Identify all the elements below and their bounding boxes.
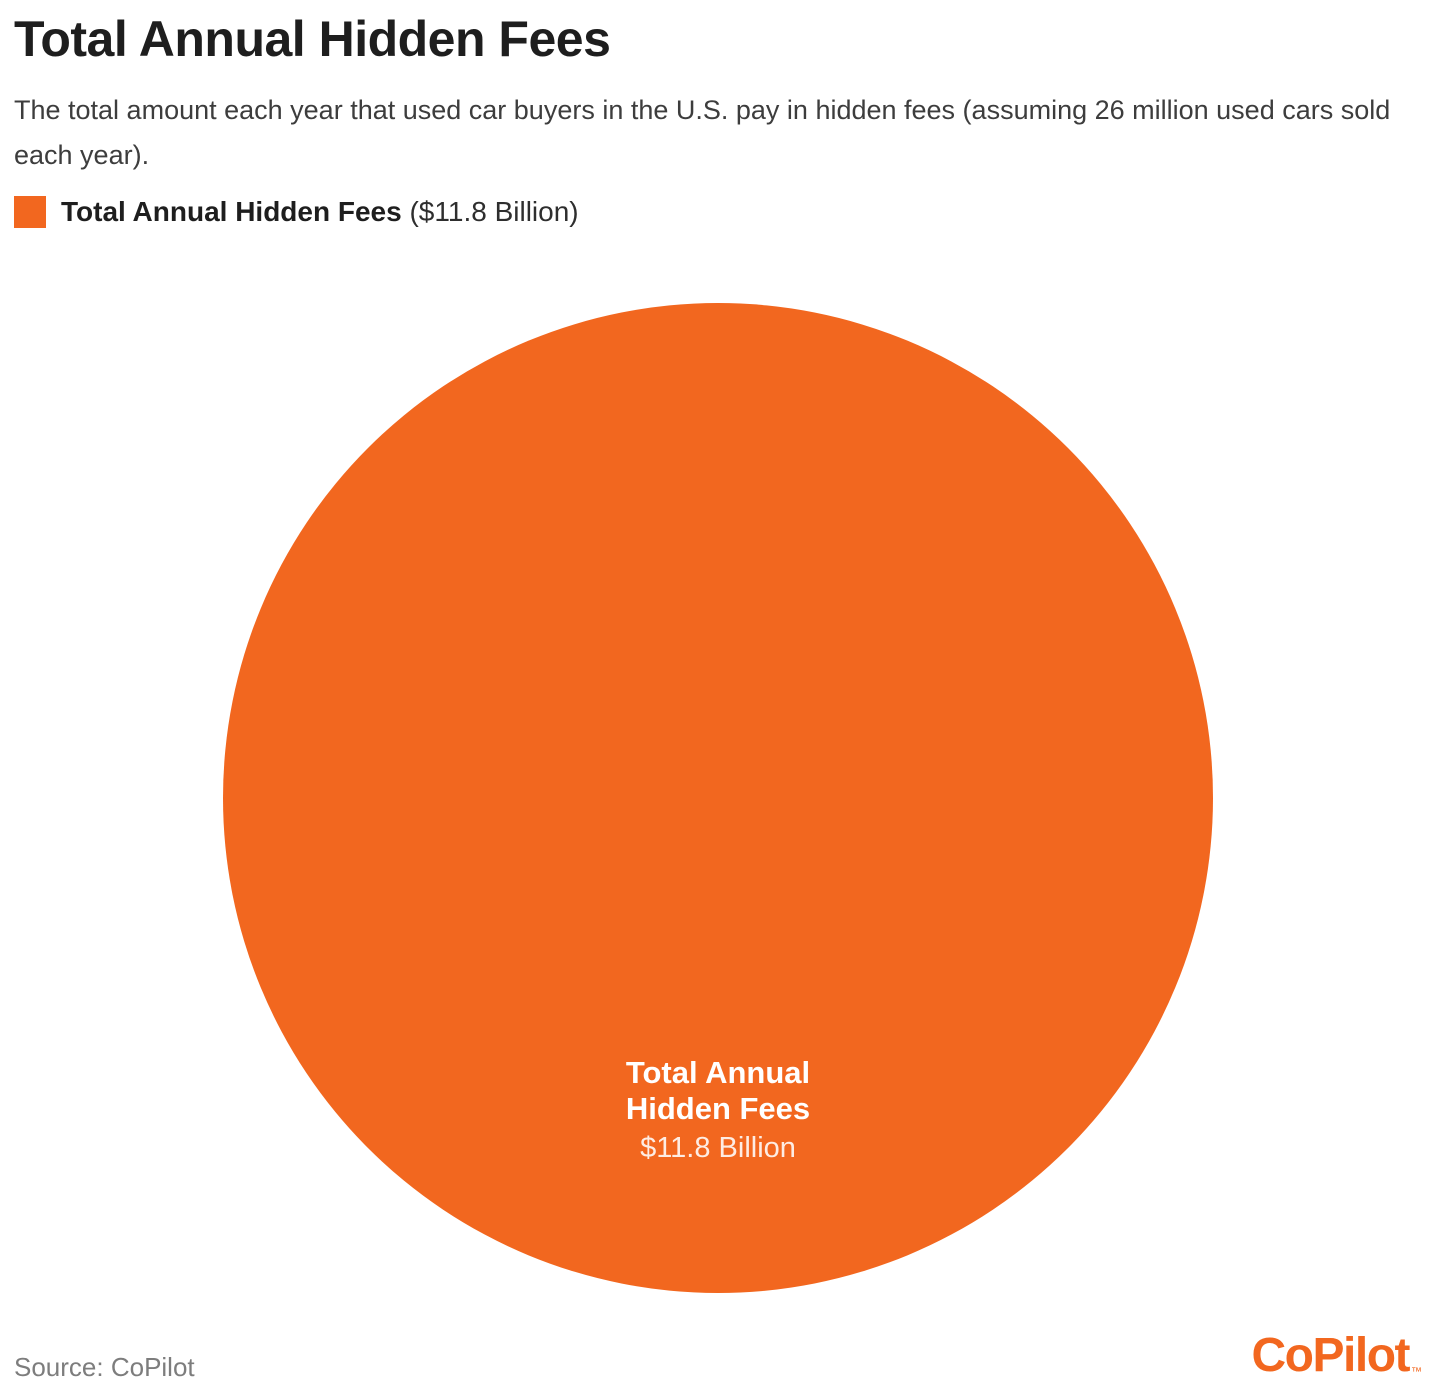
legend: Total Annual Hidden Fees ($11.8 Billion) [14,196,579,228]
circle-label: Total Annual Hidden Fees $11.8 Billion [223,1055,1213,1166]
legend-value: ($11.8 Billion) [409,196,579,227]
legend-label: Total Annual Hidden Fees [61,196,402,227]
brand-wordmark: CoPilot [1251,1329,1411,1382]
chart-area: Total Annual Hidden Fees $11.8 Billion [0,250,1440,1310]
page-title: Total Annual Hidden Fees [14,11,611,67]
page-subtitle: The total amount each year that used car… [14,95,1391,170]
fee-circle-slice[interactable]: Total Annual Hidden Fees $11.8 Billion [223,303,1213,1293]
legend-entry[interactable]: Total Annual Hidden Fees ($11.8 Billion) [61,196,579,228]
circle-label-value: $11.8 Billion [640,1132,796,1164]
circle-label-line2: Hidden Fees [625,1091,811,1126]
legend-swatch-icon[interactable] [14,196,46,228]
brand-logo: CoPilot ™ [1251,1328,1422,1383]
trademark-mark: ™ [1411,1366,1422,1378]
source-text: Source: CoPilot [14,1352,195,1382]
circle-label-line1: Total Annual [625,1055,811,1090]
